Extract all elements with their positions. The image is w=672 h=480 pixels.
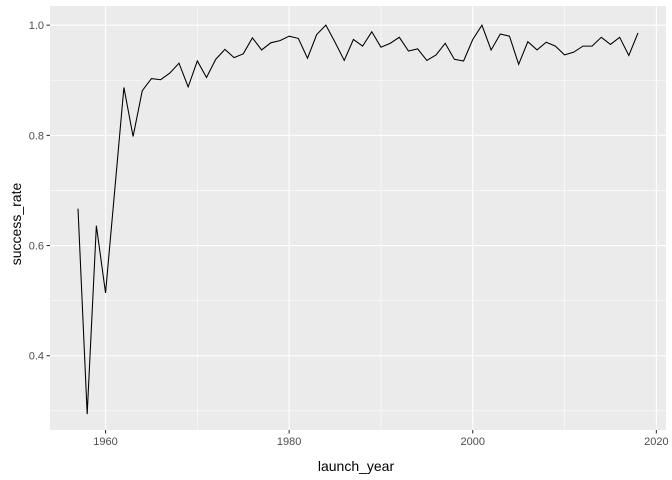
x-tick-label: 1980 <box>277 436 301 448</box>
minor-gridlines <box>50 6 666 430</box>
major-gridlines <box>50 6 666 430</box>
y-axis-ticks: 0.4 0.6 0.8 1.0 <box>29 20 50 363</box>
x-axis-ticks: 1960 1980 2000 2020 <box>93 430 669 448</box>
success-rate-line <box>77 23 639 415</box>
x-tick-label: 1960 <box>93 436 117 448</box>
y-tick-label: 0.6 <box>29 241 44 253</box>
y-axis-title: success_rate <box>8 183 24 266</box>
plot-panel <box>50 6 666 430</box>
x-tick-label: 2020 <box>644 436 668 448</box>
y-tick-label: 0.4 <box>29 351 44 363</box>
y-tick-label: 1.0 <box>29 20 44 32</box>
y-tick-label: 0.8 <box>29 130 44 142</box>
x-tick-label: 2000 <box>461 436 485 448</box>
x-axis-title: launch_year <box>318 458 395 474</box>
